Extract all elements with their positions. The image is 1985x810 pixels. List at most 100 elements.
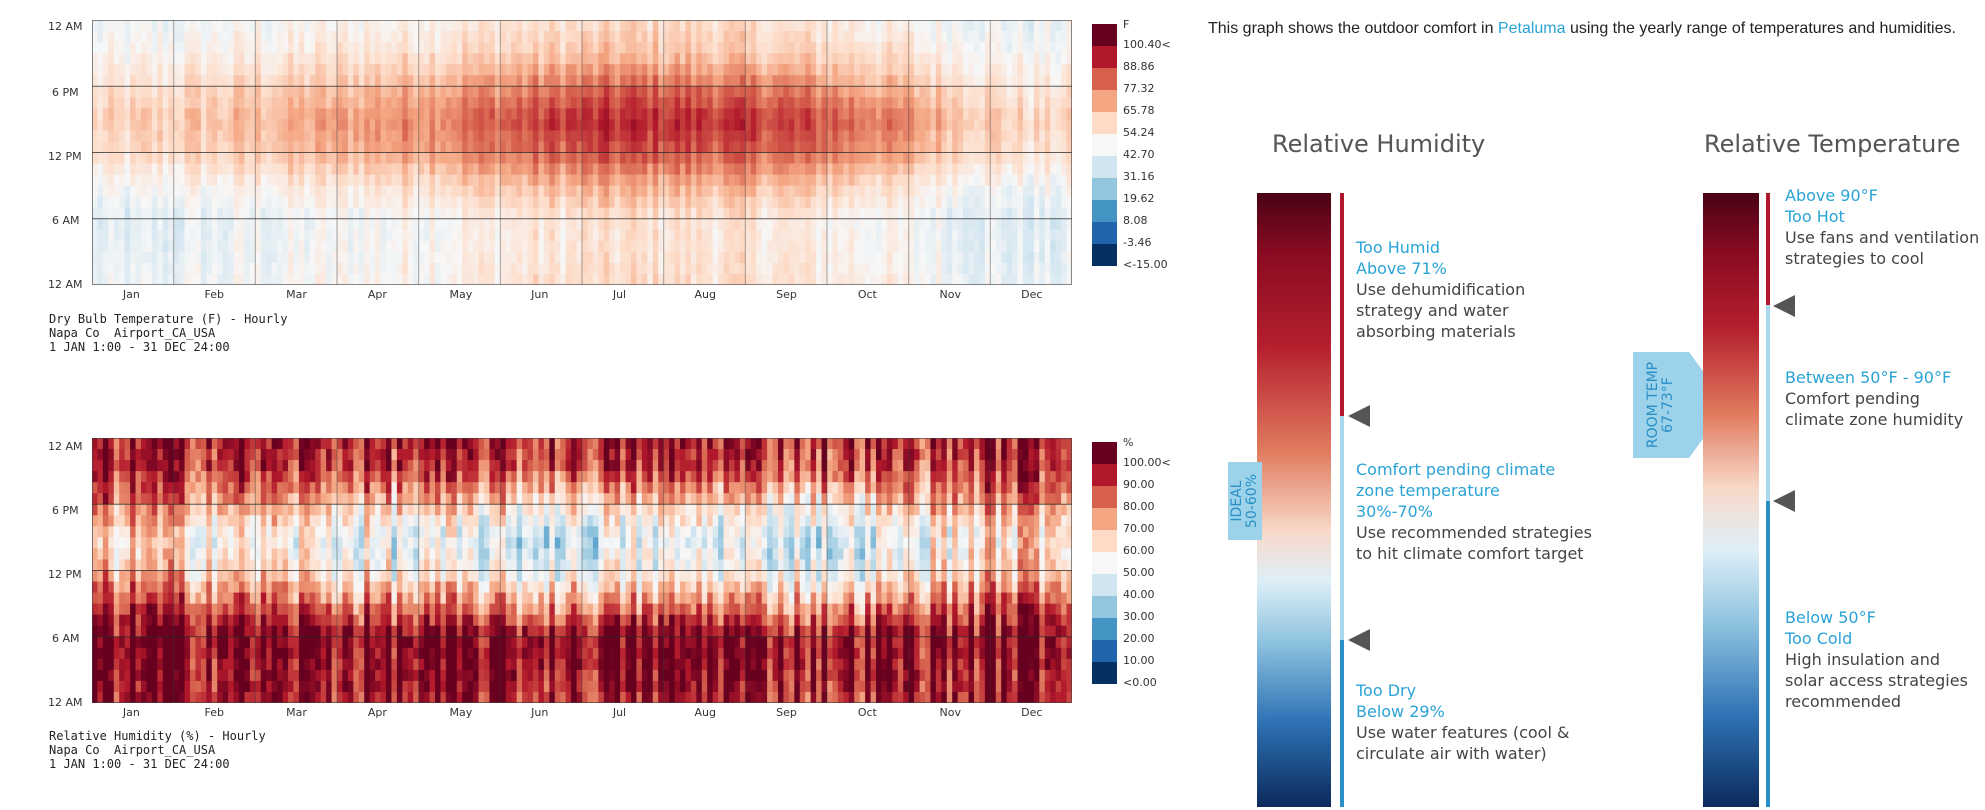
heatmap-cell (369, 53, 376, 65)
heatmap-cell (778, 141, 785, 154)
heatmap-cell (685, 75, 692, 87)
heatmap-cell (925, 97, 932, 109)
heatmap-cell (190, 218, 197, 231)
heatmap-cell (440, 152, 447, 165)
heatmap-cell (587, 97, 594, 109)
heatmap-cell (571, 20, 578, 32)
heatmap-cell (92, 97, 99, 109)
heatmap-cell (979, 108, 986, 120)
heatmap-cell (97, 240, 104, 253)
heatmap-cell (995, 97, 1002, 109)
heatmap-cell (718, 53, 725, 65)
heatmap-cell (587, 64, 594, 76)
heatmap-cell (696, 218, 703, 231)
heatmap-cell (179, 537, 186, 550)
heatmap-cell (146, 548, 153, 561)
heatmap-cell (848, 119, 855, 132)
heatmap-cell (941, 130, 948, 143)
heatmap-cell (892, 53, 899, 65)
heatmap-cell (195, 526, 202, 538)
heatmap-cell (669, 240, 676, 253)
heatmap-cell (217, 251, 224, 264)
heatmap-cell (473, 119, 480, 132)
heatmap-cell (239, 86, 246, 98)
heatmap-cell (380, 31, 387, 43)
heatmap-cell (816, 108, 823, 120)
heatmap-cell (135, 97, 142, 109)
heatmap-cell (304, 262, 311, 275)
heatmap-cell (897, 262, 904, 275)
heatmap-cell (837, 42, 844, 54)
heatmap-cell (723, 75, 730, 87)
heatmap-cell (228, 240, 235, 253)
heatmap-cell (505, 42, 512, 54)
heatmap-cell (249, 218, 256, 231)
heatmap-cell (974, 152, 981, 165)
heatmap-cell (108, 438, 115, 450)
heatmap-cell (761, 42, 768, 54)
heatmap-cell (396, 53, 403, 65)
heatmap-cell (315, 207, 322, 220)
heatmap-cell (249, 97, 256, 109)
heatmap-cell (614, 31, 621, 43)
heatmap-cell (718, 97, 725, 109)
heatmap-cell (206, 691, 213, 703)
heatmap-cell (620, 174, 627, 187)
heatmap-cell (391, 262, 398, 275)
heatmap-cell (418, 229, 425, 242)
heatmap-cell (876, 20, 883, 32)
heatmap-cell (631, 108, 638, 120)
heatmap-cell (549, 20, 556, 32)
heatmap-cell (772, 108, 779, 120)
heatmap-cell (119, 460, 126, 472)
heatmap-cell (92, 460, 99, 472)
heatmap-cell (173, 449, 180, 461)
heatmap-cell (113, 53, 120, 65)
heatmap-cell (712, 196, 719, 209)
heatmap-cell (456, 229, 463, 242)
heatmap-cell (522, 75, 529, 87)
heatmap-cell (734, 163, 741, 176)
heatmap-cell (119, 625, 126, 638)
heatmap-cell (157, 691, 164, 703)
heatmap-cell (696, 240, 703, 253)
heatmap-cell (424, 108, 431, 120)
heatmap-cell (298, 229, 305, 242)
heatmap-cell (543, 141, 550, 154)
heatmap-cell (805, 42, 812, 54)
heatmap-cell (130, 53, 137, 65)
heatmap-cell (1055, 42, 1062, 54)
heatmap-cell (190, 603, 197, 616)
heatmap-cell (473, 273, 480, 285)
heatmap-cell (195, 581, 202, 594)
heatmap-cell (854, 119, 861, 132)
heatmap-cell (184, 196, 191, 209)
heatmap-cell (805, 262, 812, 275)
heatmap-cell (266, 196, 273, 209)
heatmap-cell (810, 196, 817, 209)
heatmap-cell (260, 207, 267, 220)
heatmap-cell (892, 31, 899, 43)
heatmap-cell (413, 218, 420, 231)
heatmap-cell (974, 86, 981, 98)
heatmap-cell (146, 152, 153, 165)
heatmap-cell (200, 152, 207, 165)
heatmap-cell (854, 130, 861, 143)
heatmap-cell (124, 119, 131, 132)
heatmap-cell (424, 75, 431, 87)
heatmap-cell (217, 75, 224, 87)
heatmap-cell (1012, 251, 1019, 264)
heatmap-cell (260, 240, 267, 253)
heatmap-cell (941, 31, 948, 43)
heatmap-cell (914, 273, 921, 285)
heatmap-cell (1033, 251, 1040, 264)
heatmap-cell (239, 218, 246, 231)
heatmap-cell (277, 53, 284, 65)
heatmap-cell (141, 504, 148, 516)
heatmap-cell (625, 42, 632, 54)
heatmap-cell (244, 130, 251, 143)
heatmap-cell (135, 152, 142, 165)
heatmap-cell (897, 218, 904, 231)
heatmap-cell (195, 647, 202, 660)
heatmap-cell (652, 152, 659, 165)
